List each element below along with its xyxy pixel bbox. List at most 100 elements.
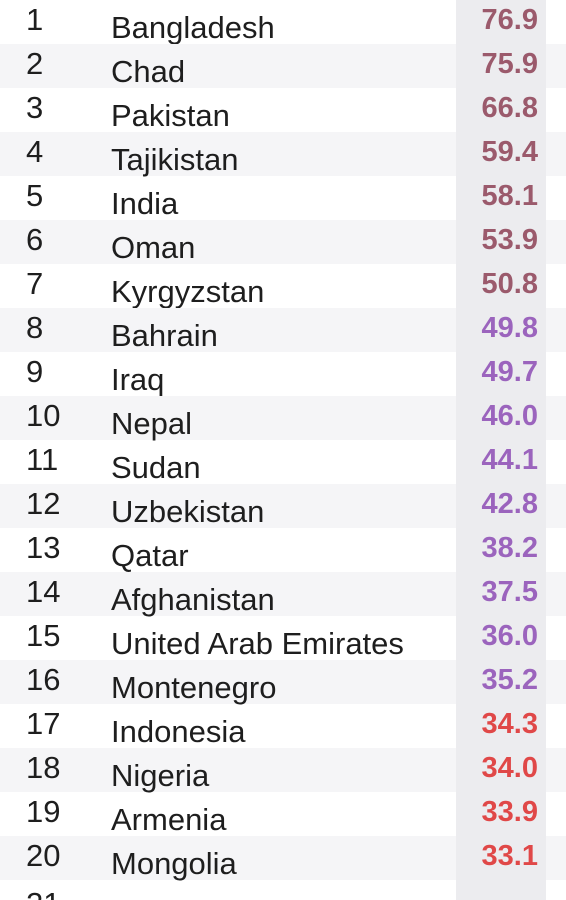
value-label: 42.8 — [481, 488, 538, 520]
country-cell: Oman — [111, 230, 196, 265]
country-cell: United Arab Emirates — [111, 626, 404, 661]
value-cell-background: 38.2 — [456, 528, 546, 572]
value-label: 34.0 — [481, 752, 538, 784]
value-cell-background: 33.1 — [456, 836, 546, 880]
country-cell: Armenia — [111, 802, 227, 837]
rank-cell: 20 — [26, 838, 61, 873]
country-cell: Nepal — [111, 406, 192, 441]
country-cell: Bangladesh — [111, 10, 275, 45]
rank-cell: 13 — [26, 530, 61, 565]
table-row: 4 Tajikistan 59.4 — [0, 132, 566, 177]
country-cell: Kyrgyzstan — [111, 274, 265, 309]
country-cell: Chad — [111, 54, 186, 89]
value-cell-background: 44.1 — [456, 440, 546, 484]
rank-cell: 15 — [26, 618, 61, 653]
value-label: 76.9 — [481, 4, 538, 36]
rank-cell: 16 — [26, 662, 61, 697]
table-row: 17 Indonesia 34.3 — [0, 704, 566, 749]
table-row: 20 Mongolia 33.1 — [0, 836, 566, 881]
table-row: 2 Chad 75.9 — [0, 44, 566, 89]
value-cell-background: 49.7 — [456, 352, 546, 396]
value-label: 50.8 — [481, 268, 538, 300]
rank-cell: 10 — [26, 398, 61, 433]
value-cell-background — [456, 880, 546, 900]
value-label: 37.5 — [481, 576, 538, 608]
value-cell-background: 35.2 — [456, 660, 546, 704]
country-cell: Afghanistan — [111, 582, 275, 617]
country-cell: Uzbekistan — [111, 494, 265, 529]
rank-cell: 18 — [26, 750, 61, 785]
rank-cell: 3 — [26, 90, 44, 125]
value-cell-background: 58.1 — [456, 176, 546, 220]
country-cell: Iraq — [111, 362, 165, 397]
value-cell-background: 75.9 — [456, 44, 546, 88]
table-row: 15 United Arab Emirates 36.0 — [0, 616, 566, 661]
value-label: 46.0 — [481, 400, 538, 432]
value-cell-background: 42.8 — [456, 484, 546, 528]
value-cell-background: 50.8 — [456, 264, 546, 308]
table-row: 7 Kyrgyzstan 50.8 — [0, 264, 566, 309]
value-label: 58.1 — [481, 180, 538, 212]
value-label: 33.9 — [481, 796, 538, 828]
table-row: 16 Montenegro 35.2 — [0, 660, 566, 705]
value-cell-background: 33.9 — [456, 792, 546, 836]
value-cell-background: 37.5 — [456, 572, 546, 616]
value-label: 38.2 — [481, 532, 538, 564]
rank-cell: 11 — [26, 442, 59, 477]
table-row: 18 Nigeria 34.0 — [0, 748, 566, 793]
value-label: 75.9 — [481, 48, 538, 80]
value-label: 36.0 — [481, 620, 538, 652]
value-label: 34.3 — [481, 708, 538, 740]
country-cell: Mongolia — [111, 846, 237, 881]
value-cell-background: 46.0 — [456, 396, 546, 440]
country-cell: Qatar — [111, 538, 189, 573]
table-row: 14 Afghanistan 37.5 — [0, 572, 566, 617]
rank-cell: 14 — [26, 574, 61, 609]
country-cell: Sudan — [111, 450, 201, 485]
rank-cell: 7 — [26, 266, 44, 301]
rank-cell: 9 — [26, 354, 44, 389]
rank-cell: 2 — [26, 46, 44, 81]
country-cell: Tajikistan — [111, 142, 239, 177]
rank-cell: 8 — [26, 310, 44, 345]
country-cell: Pakistan — [111, 98, 230, 133]
table-row: 10 Nepal 46.0 — [0, 396, 566, 441]
value-cell-background: 59.4 — [456, 132, 546, 176]
rank-cell: 12 — [26, 486, 61, 521]
table-row: 3 Pakistan 66.8 — [0, 88, 566, 133]
value-label: 59.4 — [481, 136, 538, 168]
value-cell-background: 76.9 — [456, 0, 546, 44]
value-label: 49.7 — [481, 356, 538, 388]
rank-cell: 21 — [26, 884, 86, 900]
table-row: 6 Oman 53.9 — [0, 220, 566, 265]
value-label: 33.1 — [481, 840, 538, 872]
table-row: 5 India 58.1 — [0, 176, 566, 221]
value-label: 44.1 — [481, 444, 538, 476]
rank-cell: 1 — [26, 2, 44, 37]
table-row: 11 Sudan 44.1 — [0, 440, 566, 485]
value-label: 49.8 — [481, 312, 538, 344]
value-label: 53.9 — [481, 224, 538, 256]
value-label: 66.8 — [481, 92, 538, 124]
ranking-table: 1 Bangladesh 76.9 2 Chad 75.9 3 Pakistan 66.8 4 Ta… — [0, 0, 566, 881]
country-cell: Montenegro — [111, 670, 277, 705]
value-cell-background: 66.8 — [456, 88, 546, 132]
rank-cell: 5 — [26, 178, 44, 213]
value-label: 35.2 — [481, 664, 538, 696]
table-row: 12 Uzbekistan 42.8 — [0, 484, 566, 529]
table-row-partial: 21 — [0, 880, 566, 900]
country-cell: Indonesia — [111, 714, 246, 749]
value-cell-background: 49.8 — [456, 308, 546, 352]
value-cell-background: 34.0 — [456, 748, 546, 792]
rank-cell: 17 — [26, 706, 61, 741]
table-row: 13 Qatar 38.2 — [0, 528, 566, 573]
rank-cell: 6 — [26, 222, 44, 257]
country-cell: Nigeria — [111, 758, 210, 793]
rank-cell: 4 — [26, 134, 44, 169]
country-cell: India — [111, 186, 179, 221]
table-row: 9 Iraq 49.7 — [0, 352, 566, 397]
table-row: 1 Bangladesh 76.9 — [0, 0, 566, 45]
value-cell-background: 34.3 — [456, 704, 546, 748]
table-row: 8 Bahrain 49.8 — [0, 308, 566, 353]
table-row: 19 Armenia 33.9 — [0, 792, 566, 837]
